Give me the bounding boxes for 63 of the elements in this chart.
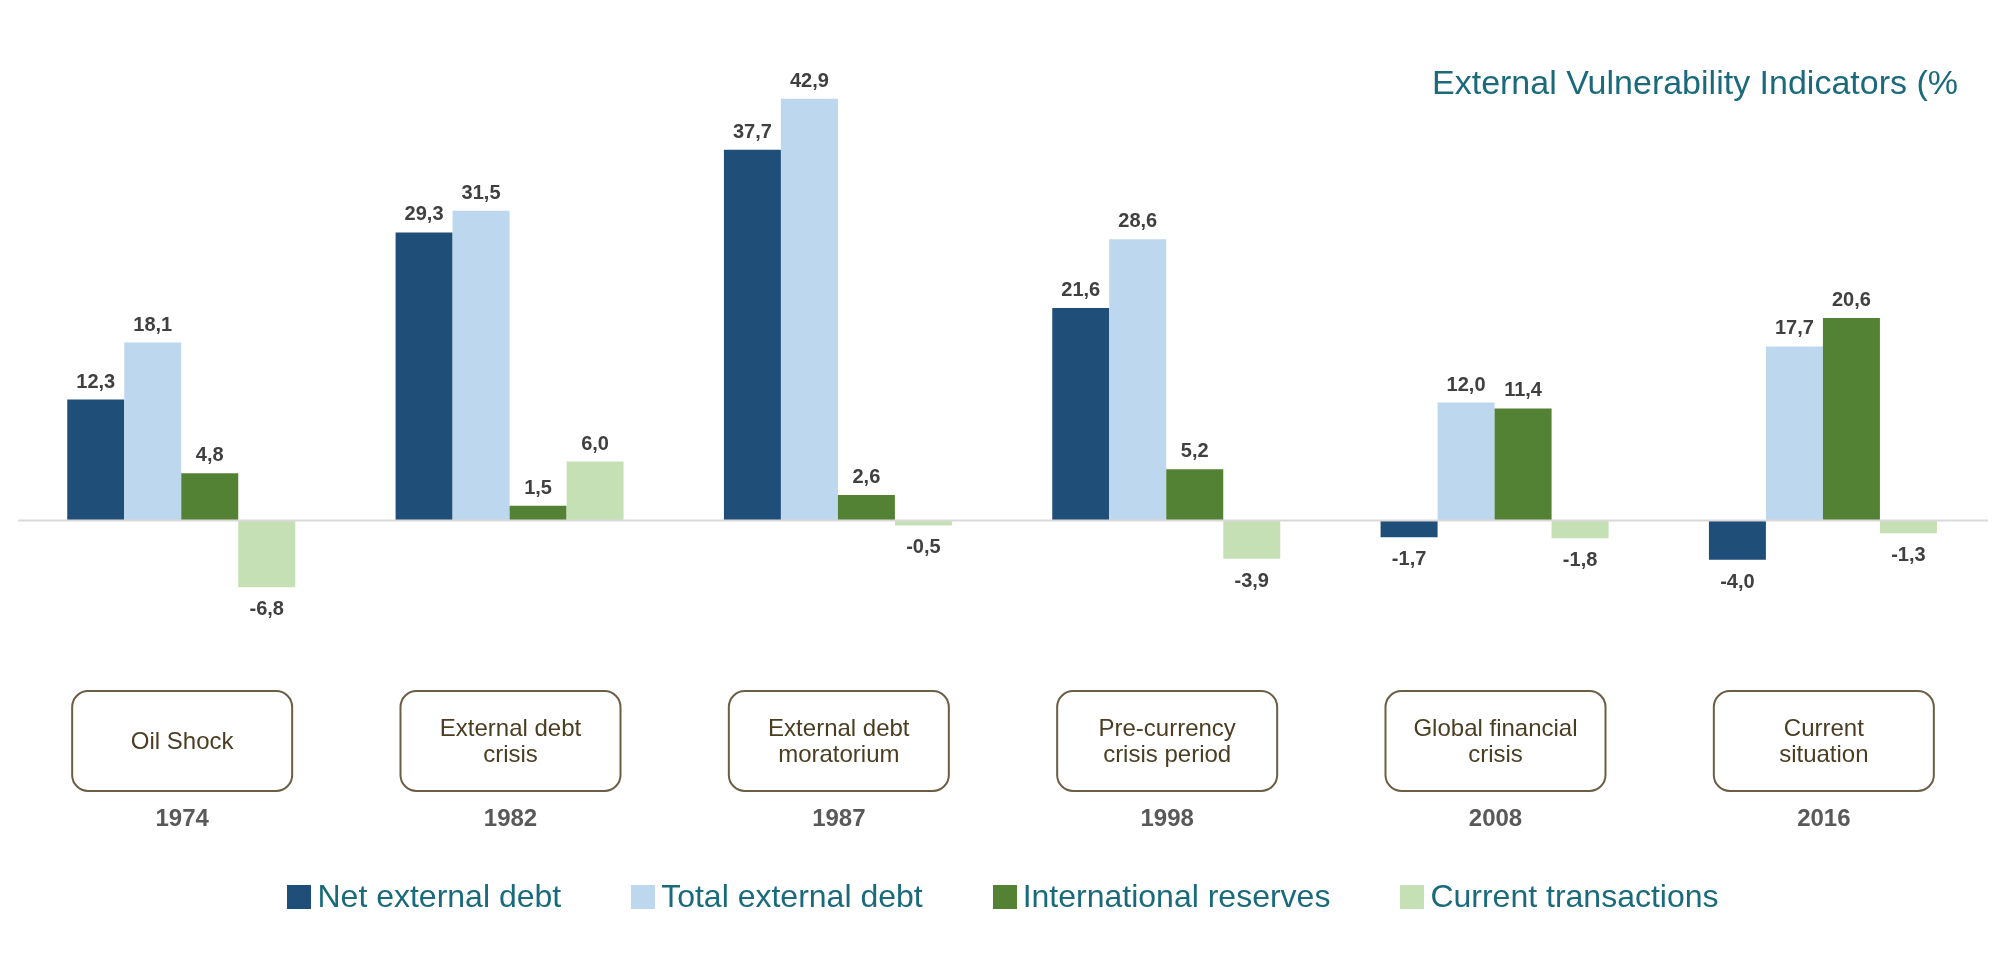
data-label: -1,3 [1891, 543, 1926, 566]
x-tick-label: 2008 [1468, 804, 1523, 831]
data-label: -3,9 [1234, 568, 1269, 591]
legend-label: International reserves [1021, 878, 1331, 915]
legend-label: Current transactions [1429, 878, 1719, 915]
data-label: -0,5 [906, 535, 941, 558]
bar [1109, 239, 1167, 521]
legend-label: Total external debt [660, 878, 923, 915]
data-label: 17,7 [1774, 316, 1814, 339]
data-label: -4,0 [1720, 569, 1755, 592]
x-tick-label: 2016 [1797, 804, 1851, 831]
data-label: -6,8 [249, 597, 284, 620]
data-label: -1,7 [1391, 547, 1427, 570]
text: Pre-currency crisis period [1097, 713, 1237, 769]
text: Global financial crisis [1412, 713, 1579, 769]
data-label: 18,1 [133, 312, 173, 335]
data-label: 29,3 [404, 202, 444, 225]
data-label: 2,6 [852, 464, 881, 487]
bar [1494, 408, 1552, 521]
data-label: 1,5 [524, 475, 552, 498]
x-tick-label: 1982 [483, 804, 538, 831]
data-label: 11,4 [1504, 378, 1543, 401]
bar [181, 473, 239, 521]
bar [1708, 520, 1766, 560]
data-label: 4,8 [195, 443, 224, 466]
x-tick-label: 1998 [1140, 804, 1194, 831]
bar [452, 210, 510, 521]
data-label: -1,8 [1562, 548, 1598, 571]
x-tick-label: 1974 [155, 804, 210, 831]
text: External debt crisis [438, 713, 583, 769]
x-tick-label: 1987 [812, 804, 866, 831]
bar [1765, 346, 1823, 521]
bar [124, 342, 182, 521]
data-label: 28,6 [1118, 209, 1158, 232]
legend-label: Net external debt [316, 878, 562, 915]
bar [238, 520, 296, 588]
data-label: 37,7 [732, 119, 772, 142]
bar [1052, 308, 1110, 521]
bar [566, 461, 624, 521]
bar [1437, 402, 1495, 521]
text: Oil Shock [129, 726, 235, 756]
bar [395, 232, 453, 521]
data-label: 20,6 [1831, 287, 1871, 310]
bar [1380, 520, 1438, 538]
data-label: 5,2 [1180, 439, 1209, 462]
data-label: 12,3 [76, 369, 116, 392]
text: Current situation [1778, 713, 1870, 769]
bar [67, 399, 125, 521]
data-label: 12,0 [1446, 372, 1486, 395]
data-label: 21,6 [1061, 278, 1101, 301]
data-label: 6,0 [581, 431, 609, 454]
bar [723, 149, 781, 521]
bar [1166, 469, 1224, 521]
bar [509, 505, 567, 521]
data-label: 31,5 [461, 180, 501, 203]
bar [837, 494, 895, 521]
data-label: 42,9 [789, 68, 829, 91]
bar [1223, 520, 1281, 559]
bar [1551, 520, 1609, 539]
bar [780, 98, 838, 521]
chart-title: External Vulnerability Indicators (% [1432, 63, 1958, 102]
bar [1822, 317, 1880, 521]
text: External debt moratorium [767, 713, 911, 769]
